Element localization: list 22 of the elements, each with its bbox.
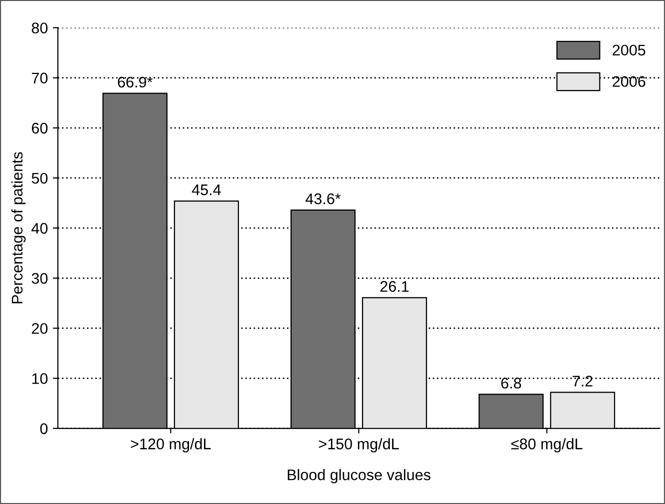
x-tick-label: >120 mg/dL (130, 438, 211, 452)
y-tick-label: 60 (32, 122, 48, 134)
y-axis-title: Percentage of patients (11, 152, 26, 304)
legend-label: 2006 (612, 76, 646, 87)
data-label: 26.1 (380, 281, 409, 292)
y-tick-label: 40 (31, 222, 48, 234)
y-tick-label: 10 (32, 373, 48, 384)
data-label: 7.2 (572, 376, 592, 386)
legend-label: 2005 (612, 44, 646, 56)
y-tick-label: 20 (32, 323, 48, 334)
x-axis-title: Blood glucose values (288, 469, 430, 484)
y-tick-label: 70 (32, 72, 48, 84)
data-label: 43.6* (306, 193, 341, 204)
data-label: 66.9* (118, 76, 153, 88)
x-tick-label: >150 mg/dL (318, 438, 399, 452)
y-tick-label: 80 (32, 22, 48, 34)
y-tick-label: 0 (40, 423, 48, 434)
data-label: 45.4 (192, 184, 221, 196)
data-label: 6.8 (501, 378, 522, 389)
y-tick-label: 30 (32, 273, 48, 284)
x-tick-label: ≤80 mg/dL (511, 438, 582, 452)
y-tick-label: 50 (32, 172, 48, 184)
